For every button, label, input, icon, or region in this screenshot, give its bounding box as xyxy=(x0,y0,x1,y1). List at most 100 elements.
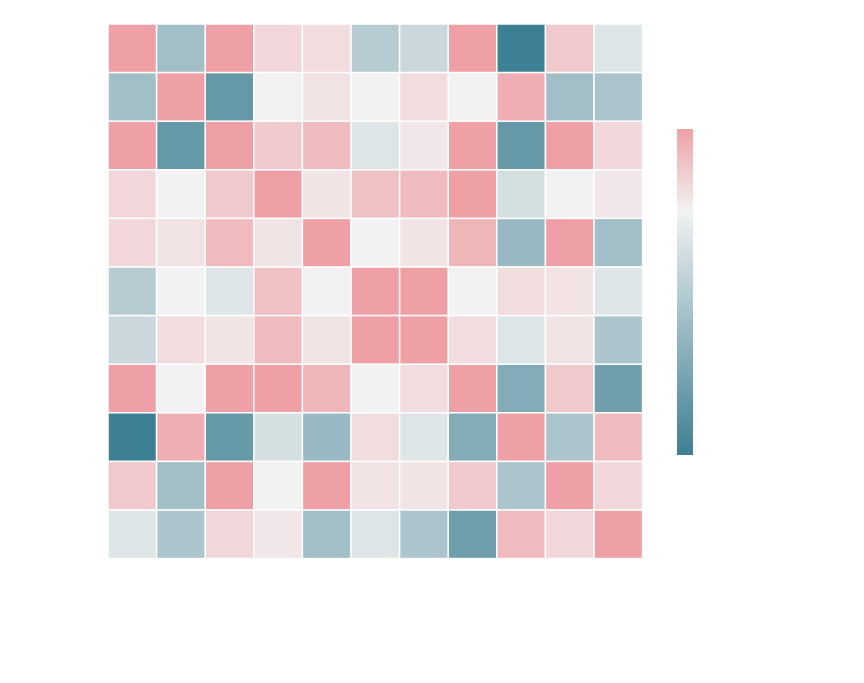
heatmap-cell-r7-c9 xyxy=(544,363,595,414)
heatmap-cell-r3-c8 xyxy=(496,169,547,220)
heatmap-cell-r6-c2 xyxy=(204,314,255,365)
heatmap-cell-r10-c10 xyxy=(593,509,644,560)
heatmap-cell-r1-c9 xyxy=(544,71,595,122)
heatmap-cell-r6-c6 xyxy=(398,314,449,365)
heatmap-cell-r2-c10 xyxy=(593,120,644,171)
heatmap-cell-r1-c6 xyxy=(398,71,449,122)
heatmap-cell-r5-c2 xyxy=(204,266,255,317)
heatmap-cell-r4-c8 xyxy=(496,217,547,268)
heatmap-cell-r6-c3 xyxy=(253,314,304,365)
heatmap-cell-r7-c8 xyxy=(496,363,547,414)
heatmap-cell-r8-c7 xyxy=(447,412,498,463)
heatmap-cell-r1-c7 xyxy=(447,71,498,122)
heatmap-cell-r9-c1 xyxy=(155,460,206,511)
heatmap-cell-r4-c2 xyxy=(204,217,255,268)
heatmap-cell-r1-c2 xyxy=(204,71,255,122)
heatmap-cell-r1-c0 xyxy=(107,71,158,122)
heatmap-cell-r1-c8 xyxy=(496,71,547,122)
heatmap-cell-r3-c6 xyxy=(398,169,449,220)
heatmap-cell-r7-c5 xyxy=(350,363,401,414)
heatmap-cell-r6-c4 xyxy=(301,314,352,365)
heatmap-cells xyxy=(107,23,644,560)
heatmap-cell-r10-c3 xyxy=(253,509,304,560)
heatmap-cell-r6-c10 xyxy=(593,314,644,365)
heatmap-cell-r3-c7 xyxy=(447,169,498,220)
heatmap-cell-r5-c1 xyxy=(155,266,206,317)
heatmap-cell-r4-c10 xyxy=(593,217,644,268)
heatmap-cell-r2-c1 xyxy=(155,120,206,171)
heatmap-cell-r1-c3 xyxy=(253,71,304,122)
heatmap-cell-r1-c1 xyxy=(155,71,206,122)
heatmap-cell-r2-c0 xyxy=(107,120,158,171)
heatmap-cell-r6-c1 xyxy=(155,314,206,365)
heatmap-cell-r9-c2 xyxy=(204,460,255,511)
heatmap-cell-r7-c0 xyxy=(107,363,158,414)
heatmap-cell-r7-c2 xyxy=(204,363,255,414)
heatmap-cell-r0-c5 xyxy=(350,23,401,74)
heatmap-cell-r4-c7 xyxy=(447,217,498,268)
heatmap-cell-r2-c3 xyxy=(253,120,304,171)
heatmap-cell-r10-c7 xyxy=(447,509,498,560)
heatmap-cell-r9-c7 xyxy=(447,460,498,511)
heatmap-cell-r10-c1 xyxy=(155,509,206,560)
heatmap-cell-r8-c2 xyxy=(204,412,255,463)
heatmap-cell-r5-c8 xyxy=(496,266,547,317)
heatmap-cell-r0-c0 xyxy=(107,23,158,74)
heatmap-cell-r0-c2 xyxy=(204,23,255,74)
heatmap-cell-r4-c6 xyxy=(398,217,449,268)
heatmap-cell-r3-c9 xyxy=(544,169,595,220)
heatmap-cell-r4-c1 xyxy=(155,217,206,268)
heatmap-cell-r0-c3 xyxy=(253,23,304,74)
heatmap-cell-r8-c4 xyxy=(301,412,352,463)
heatmap-cell-r9-c5 xyxy=(350,460,401,511)
heatmap-cell-r7-c7 xyxy=(447,363,498,414)
heatmap-cell-r5-c0 xyxy=(107,266,158,317)
heatmap-cell-r3-c0 xyxy=(107,169,158,220)
heatmap-cell-r10-c9 xyxy=(544,509,595,560)
heatmap-cell-r8-c0 xyxy=(107,412,158,463)
heatmap-cell-r3-c5 xyxy=(350,169,401,220)
heatmap-cell-r10-c4 xyxy=(301,509,352,560)
heatmap-cell-r9-c6 xyxy=(398,460,449,511)
heatmap-cell-r9-c8 xyxy=(496,460,547,511)
heatmap-cell-r0-c7 xyxy=(447,23,498,74)
heatmap-cell-r0-c10 xyxy=(593,23,644,74)
heatmap-cell-r1-c5 xyxy=(350,71,401,122)
heatmap-cell-r10-c0 xyxy=(107,509,158,560)
heatmap-cell-r4-c4 xyxy=(301,217,352,268)
heatmap-cell-r2-c5 xyxy=(350,120,401,171)
heatmap-cell-r0-c6 xyxy=(398,23,449,74)
heatmap-cell-r3-c4 xyxy=(301,169,352,220)
heatmap-cell-r3-c2 xyxy=(204,169,255,220)
heatmap-cell-r4-c9 xyxy=(544,217,595,268)
heatmap-cell-r5-c3 xyxy=(253,266,304,317)
heatmap-cell-r5-c5 xyxy=(350,266,401,317)
heatmap-cell-r0-c9 xyxy=(544,23,595,74)
heatmap-cell-r4-c5 xyxy=(350,217,401,268)
heatmap-cell-r8-c1 xyxy=(155,412,206,463)
heatmap-cell-r5-c6 xyxy=(398,266,449,317)
heatmap-cell-r2-c4 xyxy=(301,120,352,171)
heatmap-cell-r4-c0 xyxy=(107,217,158,268)
heatmap-cell-r8-c8 xyxy=(496,412,547,463)
heatmap-cell-r5-c9 xyxy=(544,266,595,317)
heatmap-cell-r10-c5 xyxy=(350,509,401,560)
heatmap-cell-r2-c2 xyxy=(204,120,255,171)
heatmap-cell-r6-c7 xyxy=(447,314,498,365)
heatmap-cell-r0-c1 xyxy=(155,23,206,74)
heatmap-cell-r6-c5 xyxy=(350,314,401,365)
heatmap-cell-r3-c1 xyxy=(155,169,206,220)
heatmap-cell-r8-c9 xyxy=(544,412,595,463)
colorbar xyxy=(677,129,693,455)
heatmap-cell-r7-c6 xyxy=(398,363,449,414)
heatmap-cell-r5-c4 xyxy=(301,266,352,317)
heatmap-cell-r10-c2 xyxy=(204,509,255,560)
heatmap-cell-r0-c4 xyxy=(301,23,352,74)
heatmap-cell-r6-c8 xyxy=(496,314,547,365)
heatmap-cell-r8-c6 xyxy=(398,412,449,463)
heatmap-cell-r8-c5 xyxy=(350,412,401,463)
heatmap-cell-r3-c3 xyxy=(253,169,304,220)
heatmap-cell-r8-c10 xyxy=(593,412,644,463)
heatmap-cell-r9-c10 xyxy=(593,460,644,511)
